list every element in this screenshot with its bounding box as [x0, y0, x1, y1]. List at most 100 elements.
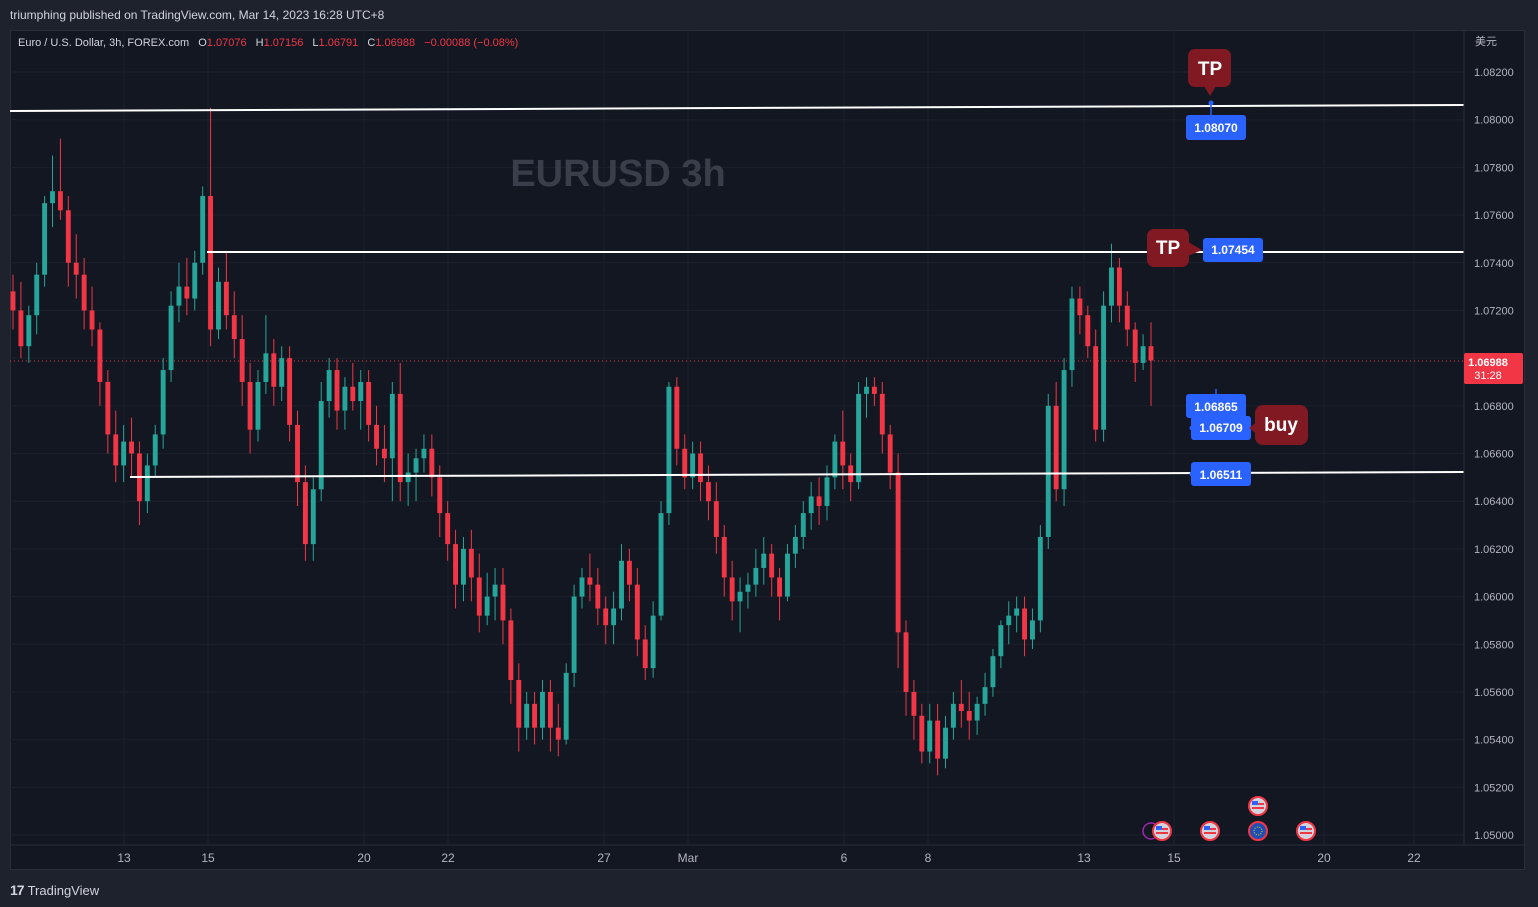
- candle-body: [785, 553, 790, 597]
- candle-body: [500, 584, 506, 621]
- candle-body: [879, 393, 885, 435]
- price-tick-label: 1.08000: [1474, 115, 1514, 127]
- candle-body: [563, 672, 569, 740]
- candle-body: [540, 691, 545, 728]
- candle-body: [113, 434, 119, 466]
- candle-body: [476, 577, 482, 616]
- last-price-badge: 1.06988 31:28: [1464, 353, 1523, 384]
- event-icons[interactable]: [1142, 796, 1316, 841]
- candle-body: [1124, 305, 1130, 330]
- candle-body: [318, 401, 324, 490]
- candle-body: [176, 286, 182, 306]
- candle-body: [216, 281, 221, 330]
- h-value: 1.07156: [264, 37, 304, 49]
- candle-body: [650, 615, 656, 669]
- candle-body: [405, 472, 411, 483]
- candle-body: [1022, 608, 1028, 640]
- footer-bar: 17 TradingView: [0, 871, 1538, 907]
- price-tick-label: 1.05400: [1474, 735, 1514, 747]
- tp-tag-top[interactable]: TP: [1188, 49, 1231, 96]
- candle-body: [184, 286, 190, 299]
- candle-body: [721, 536, 727, 578]
- candle-body: [302, 482, 308, 545]
- time-tick-label: 20: [1317, 851, 1331, 865]
- candle-body: [1037, 536, 1043, 621]
- candle-body: [413, 458, 419, 473]
- candle-body: [713, 501, 719, 537]
- candle-body: [223, 281, 229, 316]
- o-label: O: [198, 37, 207, 49]
- time-axis: 13 15 20 22 27 Mar 6 8 13 15 20 22: [117, 851, 1421, 865]
- candle-body: [927, 720, 933, 752]
- time-tick-label: 6: [841, 851, 848, 865]
- label-1-06865[interactable]: 1.06865: [1186, 389, 1246, 418]
- candle-body: [374, 424, 379, 449]
- candle-body: [911, 691, 917, 716]
- candle-body: [397, 393, 403, 483]
- label-1-08070[interactable]: 1.08070: [1186, 100, 1246, 141]
- candle-body: [832, 441, 838, 478]
- candle-body: [492, 584, 498, 597]
- level-label: 1.07454: [1211, 243, 1255, 257]
- candle-body: [73, 262, 79, 275]
- candle-body: [255, 381, 261, 430]
- candle-body: [1093, 346, 1099, 430]
- candle-body: [571, 596, 577, 673]
- candle-body: [777, 577, 783, 597]
- publish-bar: triumphing published on TradingView.com,…: [0, 0, 1538, 30]
- candle-body: [144, 465, 150, 502]
- candle-body: [524, 703, 530, 728]
- candle-body: [263, 353, 269, 382]
- last-price-countdown: 31:28: [1474, 370, 1502, 382]
- candle-body: [429, 448, 435, 478]
- candle-body: [998, 625, 1004, 657]
- label-1-06709[interactable]: 1.06709: [1189, 416, 1252, 440]
- candle-body: [919, 715, 925, 752]
- tp-tag-mid[interactable]: TP: [1147, 229, 1202, 267]
- candle-body: [516, 680, 522, 728]
- candle-body: [50, 191, 55, 204]
- candle-body: [974, 703, 980, 721]
- candle-body: [484, 596, 490, 616]
- change-value: −0.00088 (−0.08%): [424, 37, 518, 49]
- candle-body: [547, 691, 553, 728]
- candle-body: [1006, 615, 1012, 626]
- label-1-07454[interactable]: 1.07454: [1203, 238, 1263, 262]
- candle-body: [89, 310, 95, 330]
- c-value: 1.06988: [375, 37, 415, 49]
- currency-label: 美元: [1475, 35, 1497, 48]
- candle-body: [129, 441, 134, 454]
- label-1-06511[interactable]: 1.06511: [1189, 462, 1252, 486]
- candle-body: [555, 727, 561, 740]
- buy-tag[interactable]: buy: [1249, 405, 1308, 445]
- candle-body: [358, 381, 364, 402]
- l-label: L: [312, 37, 318, 49]
- price-tick-label: 1.07400: [1474, 258, 1514, 270]
- candle-body: [816, 496, 822, 506]
- time-tick-label: 8: [925, 851, 932, 865]
- candle-body: [943, 727, 948, 759]
- candle-body: [690, 453, 696, 478]
- tradingview-logo[interactable]: 17 TradingView: [10, 882, 99, 898]
- candle-body: [1085, 315, 1091, 347]
- candle-body: [674, 386, 680, 449]
- buy-label: buy: [1264, 415, 1298, 436]
- chart-panel[interactable]: [10, 30, 1525, 870]
- candle-body: [737, 591, 743, 602]
- price-tick-label: 1.06200: [1474, 544, 1514, 556]
- candle-body: [26, 315, 32, 347]
- time-tick-label: 20: [357, 851, 371, 865]
- candle-body: [350, 386, 356, 402]
- price-tick-label: 1.06600: [1474, 449, 1514, 461]
- price-tick-label: 1.05600: [1474, 687, 1514, 699]
- candle-body: [626, 560, 632, 585]
- candle-body: [310, 489, 316, 545]
- level-label: 1.06709: [1199, 421, 1243, 435]
- candle-body: [840, 441, 846, 466]
- time-tick-label: 22: [441, 851, 455, 865]
- candle-body: [634, 584, 640, 640]
- candle-body: [468, 548, 474, 578]
- candle-body: [200, 195, 206, 263]
- level-label: 1.06511: [1200, 468, 1243, 482]
